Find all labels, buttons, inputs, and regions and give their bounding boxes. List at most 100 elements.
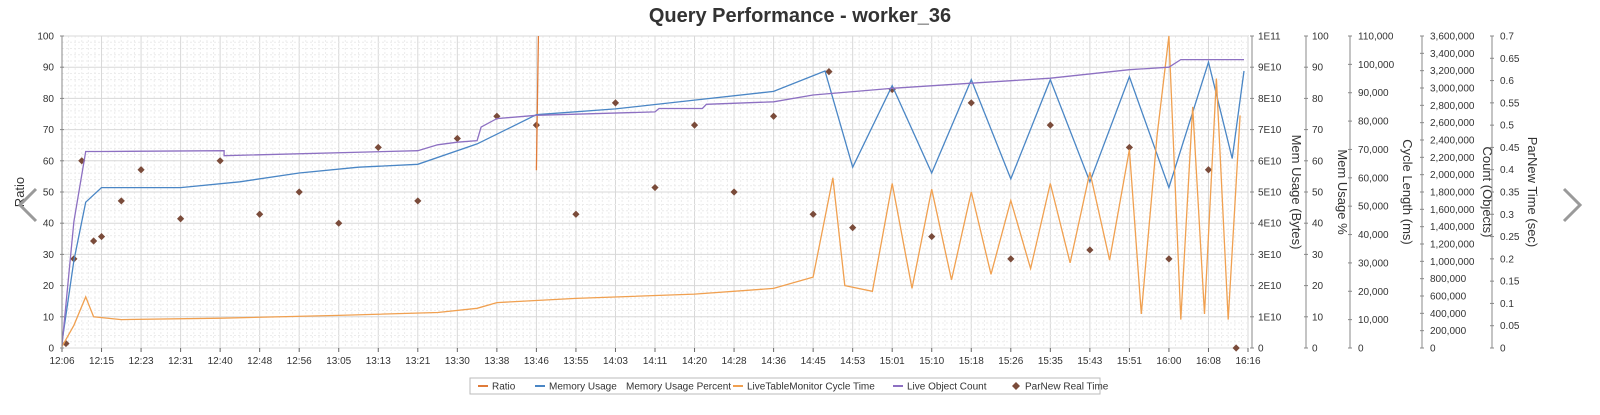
x-tick-label: 14:53 [840,356,865,367]
parnew-point [1204,166,1213,174]
axis-tick-label-parnew: 0.1 [1500,299,1514,310]
axis-tick-label-cycle: 80,000 [1358,117,1389,128]
parnew-point [1232,344,1240,352]
axis-tick-label-ratio: 50 [43,188,55,199]
axis-tick-label-parnew: 0.55 [1500,98,1520,109]
axis-tick-label-mem_pct: 50 [1312,188,1324,199]
series-line-memory-usage [61,59,1245,343]
axis-tick-label-parnew: 0.3 [1500,210,1514,221]
x-tick-label: 16:00 [1156,356,1181,367]
x-tick-label: 15:01 [880,356,905,367]
x-tick-label: 14:03 [603,356,628,367]
next-chart-button[interactable] [1558,185,1586,225]
x-tick-label: 12:15 [89,356,114,367]
axis-tick-label-cycle: 50,000 [1358,202,1389,213]
parnew-point [532,121,540,129]
axis-tick-label-count: 600,000 [1430,292,1467,303]
axis-tick-label-cycle: 100,000 [1358,60,1395,71]
x-tick-label: 15:35 [1038,356,1063,367]
parnew-point [928,232,936,241]
x-tick-label: 15:43 [1077,356,1102,367]
x-tick-label: 16:16 [1235,356,1260,367]
axis-tick-label-ratio: 100 [37,32,54,43]
legend-label: Memory Usage [549,382,617,393]
x-tick-label: 13:55 [563,356,588,367]
axis-tick-label-parnew: 0.4 [1500,165,1514,176]
axis-title-mem_pct: Mem Usage % [1335,149,1350,235]
parnew-point [809,210,817,218]
x-tick-label: 14:28 [722,356,747,367]
parnew-point [414,197,422,205]
x-tick-label: 12:40 [208,356,233,367]
parnew-point [967,99,975,107]
axis-tick-label-count: 3,400,000 [1430,49,1475,60]
previous-chart-button[interactable] [14,185,42,225]
axis-tick-label-mem_bytes: 2E10 [1258,281,1282,292]
parnew-point [493,112,501,120]
axis-tick-label-parnew: 0.35 [1500,188,1520,199]
axis-tick-label-count: 3,200,000 [1430,66,1475,77]
parnew-point [572,210,580,218]
axis-tick-label-count: 2,200,000 [1430,153,1475,164]
legend-swatch-parnew [1012,382,1020,390]
axis-tick-label-ratio: 80 [43,94,55,105]
axis-tick-label-count: 1,400,000 [1430,222,1475,233]
axis-tick-label-ratio: 90 [43,63,55,74]
parnew-point [97,232,106,241]
parnew-point [453,134,461,143]
axes-layer: 12:06 12:15 12:23 12:31 12:40 12:48 12:56 13:05… [12,32,1540,368]
axis-tick-label-ratio: 30 [43,250,55,261]
axis-tick-label-parnew: 0.05 [1500,321,1520,332]
axis-tick-label-parnew: 0.2 [1500,254,1514,265]
legend-label: LiveTableMonitor Cycle Time [747,382,875,393]
x-tick-label: 13:05 [326,356,351,367]
x-tick-label: 15:26 [998,356,1023,367]
parnew-point [1007,255,1015,263]
axis-title-ratio: Ratio [12,177,27,207]
x-tick-label: 13:13 [366,356,391,367]
axis-tick-label-cycle: 90,000 [1358,88,1389,99]
axis-tick-label-cycle: 0 [1358,344,1364,355]
parnew-point [1086,246,1094,254]
axis-tick-label-mem_bytes: 7E10 [1258,125,1282,136]
axis-tick-label-count: 1,000,000 [1430,257,1475,268]
axis-tick-label-mem_pct: 60 [1312,156,1324,167]
chevron-left-icon [17,187,38,223]
parnew-point [177,215,185,223]
x-tick-label: 15:51 [1117,356,1142,367]
axis-tick-label-count: 2,600,000 [1430,118,1475,129]
parnew-point [770,112,778,120]
axis-tick-label-mem_pct: 90 [1312,63,1324,74]
legend-box [469,377,1101,395]
axis-tick-label-mem_pct: 0 [1312,344,1318,355]
x-tick-label: 14:45 [801,356,826,367]
axis-tick-label-ratio: 0 [48,344,54,355]
series-line-ratio [535,35,540,171]
axis-tick-label-mem_pct: 100 [1312,32,1329,43]
axis-tick-label-mem_bytes: 4E10 [1258,219,1282,230]
axis-tick-label-mem_bytes: 8E10 [1258,94,1282,105]
axis-tick-label-count: 400,000 [1430,309,1467,320]
grid-lines [61,35,1249,349]
legend: Ratio Memory Usage Memory Usage Percent Liv… [469,377,1109,395]
axis-tick-label-ratio: 10 [43,312,55,323]
x-tick-label: 13:21 [405,356,430,367]
axis-tick-label-count: 2,400,000 [1430,136,1475,147]
chart-title: Query Performance - worker_36 [649,5,951,27]
parnew-point [611,99,620,107]
legend-label: Memory Usage Percent [626,382,731,393]
parnew-point [256,210,264,218]
legend-label: Ratio [492,382,516,393]
axis-tick-label-count: 3,600,000 [1430,32,1475,43]
axis-tick-label-mem_bytes: 3E10 [1258,250,1282,261]
axis-tick-label-count: 2,800,000 [1430,101,1475,112]
series-layer [61,35,1245,352]
parnew-point [90,237,98,245]
axis-tick-label-mem_bytes: 9E10 [1258,63,1282,74]
chevron-right-icon [1562,187,1583,223]
series-line-livetablemonitor-cycle-time [61,35,1241,347]
axis-tick-label-count: 1,800,000 [1430,188,1475,199]
x-tick-label: 13:46 [524,356,549,367]
axis-tick-label-mem_pct: 10 [1312,312,1324,323]
